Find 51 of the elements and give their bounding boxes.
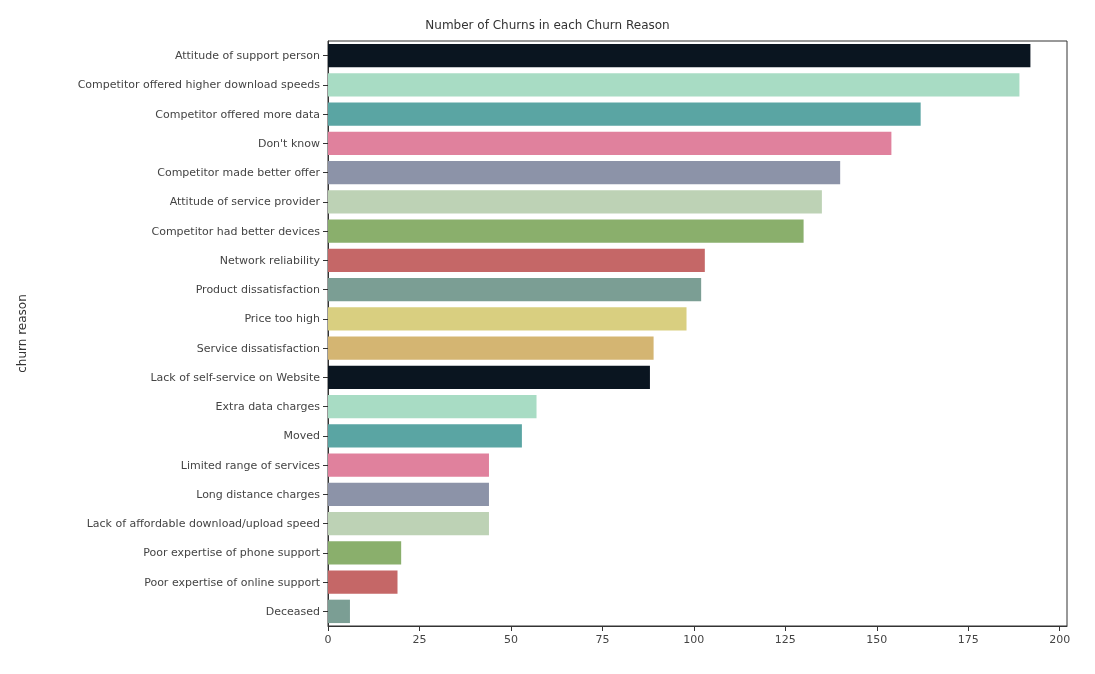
y-tick-label: Lack of self-service on Website [150,370,321,384]
bar [328,541,402,565]
bar [328,365,650,390]
x-tick-label: 75 [595,633,610,646]
x-tick-label: 175 [957,633,979,646]
x-tick-label: 50 [503,633,518,646]
bar [328,424,522,448]
bar [328,453,489,477]
bar [328,394,537,419]
x-tick-label: 0 [324,633,332,646]
chart-title: Number of Churns in each Churn Reason [425,18,670,32]
y-tick-label: Extra data charges [215,400,321,414]
bar [328,482,489,507]
y-tick-label: Competitor had better devices [151,224,321,238]
bar [328,599,350,624]
y-tick-label: Deceased [265,604,320,618]
y-tick-label: Competitor offered higher download speeds [77,78,321,92]
y-tick-label: Competitor made better offer [157,166,321,180]
y-tick-label: Lack of affordable download/upload speed [86,517,320,531]
x-tick-label: 100 [683,633,705,646]
y-axis-title: churn reason [15,294,29,373]
y-tick-label: Service dissatisfaction [196,341,321,355]
bar [328,570,398,594]
bar [328,73,1020,97]
bar [328,511,489,536]
bar [328,336,654,360]
y-tick-label: Poor expertise of online support [144,575,321,589]
y-tick-label: Long distance charges [196,487,321,501]
bar [328,160,841,185]
bar [328,277,702,302]
bar [328,219,804,243]
y-tick-label: Network reliability [219,253,321,267]
bar [328,307,687,331]
bar [328,102,921,126]
y-tick-label: Competitor offered more data [155,107,320,121]
y-tick-label: Limited range of services [180,458,321,472]
x-tick-label: 25 [412,633,427,646]
x-tick-label: 200 [1049,633,1071,646]
x-tick-label: 150 [866,633,888,646]
y-tick-label: Poor expertise of phone support [143,546,321,560]
y-tick-label: Price too high [244,312,321,326]
y-tick-label: Moved [283,429,320,443]
bar [328,248,705,273]
bar [328,190,822,214]
y-tick-label: Product dissatisfaction [195,283,321,297]
y-tick-label: Attitude of service provider [169,195,321,209]
x-tick-label: 125 [774,633,796,646]
y-tick-label: Attitude of support person [174,49,321,63]
bar [328,43,1031,68]
bar [328,131,892,156]
y-tick-label: Don't know [257,136,320,150]
